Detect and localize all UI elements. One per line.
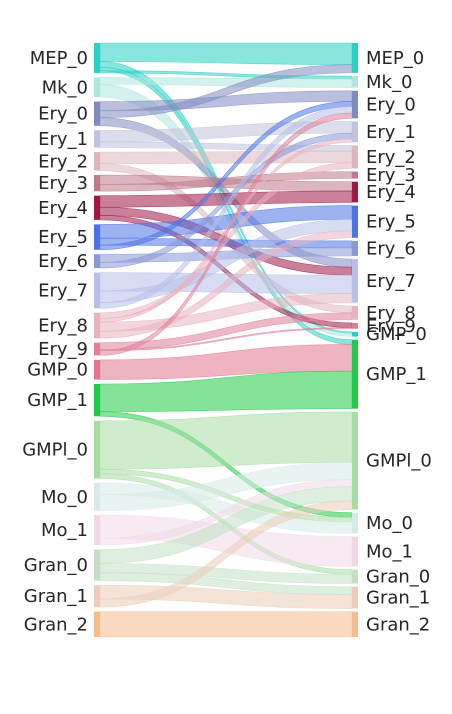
left-label-ery-8: Ery_8 bbox=[38, 316, 88, 337]
right-node-ery-4 bbox=[352, 181, 358, 203]
left-label-mep-0: MEP_0 bbox=[30, 48, 88, 69]
left-node-mk-0 bbox=[94, 77, 100, 98]
right-label-ery-1: Ery_1 bbox=[366, 122, 416, 143]
left-label-gmp-0: GMP_0 bbox=[27, 360, 88, 381]
left-node-gmp-0 bbox=[94, 359, 100, 380]
right-label-gran-0: Gran_0 bbox=[366, 567, 430, 588]
right-node-ery-9 bbox=[352, 322, 358, 329]
left-label-ery-4: Ery_4 bbox=[38, 198, 88, 219]
left-label-mo-1: Mo_1 bbox=[41, 520, 88, 541]
left-label-ery-1: Ery_1 bbox=[38, 129, 88, 150]
right-label-ery-3: Ery_3 bbox=[366, 165, 416, 186]
right-label-gmpl-0: GMPl_0 bbox=[366, 451, 432, 472]
left-node-gran-1 bbox=[94, 585, 100, 608]
flow-mk-0-to-mk-0 bbox=[99, 77, 353, 88]
left-node-ery-0 bbox=[94, 101, 100, 126]
right-label-ery-2: Ery_2 bbox=[366, 147, 416, 168]
left-node-ery-5 bbox=[94, 224, 100, 250]
left-label-ery-9: Ery_9 bbox=[38, 339, 88, 360]
left-node-gran-0 bbox=[94, 549, 100, 581]
right-label-gran-2: Gran_2 bbox=[366, 614, 430, 635]
left-node-ery-6 bbox=[94, 254, 100, 269]
left-node-ery-8 bbox=[94, 312, 100, 339]
left-node-mo-1 bbox=[94, 515, 100, 546]
right-label-gran-1: Gran_1 bbox=[366, 588, 430, 609]
right-label-ery-9: Ery_9 bbox=[366, 316, 416, 337]
right-node-gran-0 bbox=[352, 569, 358, 584]
labels-layer: MEP_0Mk_0Ery_0Ery_1Ery_2Ery_3Ery_4Ery_5E… bbox=[22, 48, 432, 635]
right-node-mep-0 bbox=[352, 43, 358, 73]
left-node-gmp-1 bbox=[94, 384, 100, 417]
right-node-gmp-0 bbox=[352, 331, 358, 337]
left-label-mo-0: Mo_0 bbox=[41, 487, 88, 508]
right-node-ery-6 bbox=[352, 240, 358, 256]
flow-gran-1-to-gmpl-0 bbox=[99, 500, 353, 608]
left-label-gran-1: Gran_1 bbox=[24, 586, 88, 607]
right-node-gran-2 bbox=[352, 611, 358, 637]
right-node-ery-1 bbox=[352, 121, 358, 143]
left-node-ery-3 bbox=[94, 175, 100, 192]
right-node-mk-0 bbox=[352, 76, 358, 88]
right-label-mo-1: Mo_1 bbox=[366, 542, 413, 563]
right-label-ery-8: Ery_8 bbox=[366, 303, 416, 324]
left-label-gran-2: Gran_2 bbox=[24, 614, 88, 635]
right-node-ery-7 bbox=[352, 259, 358, 303]
right-node-ery-0 bbox=[352, 90, 358, 119]
left-node-ery-7 bbox=[94, 272, 100, 309]
left-label-gran-0: Gran_0 bbox=[24, 555, 88, 576]
right-label-ery-6: Ery_6 bbox=[366, 238, 416, 259]
right-node-ery-2 bbox=[352, 145, 358, 169]
left-label-gmp-1: GMP_1 bbox=[27, 390, 88, 411]
left-node-gmpl-0 bbox=[94, 420, 100, 479]
left-node-gran-2 bbox=[94, 611, 100, 637]
flows-layer bbox=[99, 42, 353, 638]
flow-ery-2-to-ery-2 bbox=[99, 150, 353, 164]
left-label-ery-0: Ery_0 bbox=[38, 104, 88, 125]
right-label-mep-0: MEP_0 bbox=[366, 48, 424, 69]
flow-mep-0-to-mep-0 bbox=[99, 42, 353, 66]
right-label-ery-5: Ery_5 bbox=[366, 212, 416, 233]
right-label-ery-7: Ery_7 bbox=[366, 271, 416, 292]
right-node-gmpl-0 bbox=[352, 411, 358, 510]
left-label-gmpl-0: GMPl_0 bbox=[22, 440, 88, 461]
left-label-ery-7: Ery_7 bbox=[38, 280, 88, 301]
right-node-ery-8 bbox=[352, 305, 358, 320]
left-node-ery-1 bbox=[94, 130, 100, 148]
right-node-gran-1 bbox=[352, 586, 358, 609]
left-node-ery-2 bbox=[94, 152, 100, 171]
left-label-ery-6: Ery_6 bbox=[38, 251, 88, 272]
flow-ery-8-to-ery-5 bbox=[99, 230, 353, 339]
right-node-mo-0 bbox=[352, 512, 358, 534]
left-node-mo-0 bbox=[94, 482, 100, 511]
left-label-ery-2: Ery_2 bbox=[38, 151, 88, 172]
flow-ery-0-to-mep-0 bbox=[99, 64, 353, 119]
right-label-ery-4: Ery_4 bbox=[366, 182, 416, 203]
left-label-ery-3: Ery_3 bbox=[38, 173, 88, 194]
right-node-ery-5 bbox=[352, 205, 358, 238]
left-node-ery-9 bbox=[94, 342, 100, 356]
right-label-mk-0: Mk_0 bbox=[366, 72, 412, 93]
left-node-mep-0 bbox=[94, 43, 100, 73]
right-label-gmp-1: GMP_1 bbox=[366, 364, 427, 385]
flow-gmpl-0-to-gmpl-0 bbox=[99, 411, 353, 470]
right-node-gmp-1 bbox=[352, 339, 358, 409]
flow-gran-2-to-gran-2 bbox=[99, 611, 353, 638]
nodes-layer bbox=[94, 43, 358, 637]
right-node-ery-3 bbox=[352, 171, 358, 179]
left-label-ery-5: Ery_5 bbox=[38, 227, 88, 248]
left-node-ery-4 bbox=[94, 195, 100, 220]
flow-ery-8-to-ery-1 bbox=[99, 138, 353, 323]
right-label-gmp-0: GMP_0 bbox=[366, 324, 427, 345]
right-label-mo-0: Mo_0 bbox=[366, 513, 413, 534]
right-node-mo-1 bbox=[352, 536, 358, 567]
right-label-ery-0: Ery_0 bbox=[366, 95, 416, 116]
left-label-mk-0: Mk_0 bbox=[42, 77, 88, 98]
